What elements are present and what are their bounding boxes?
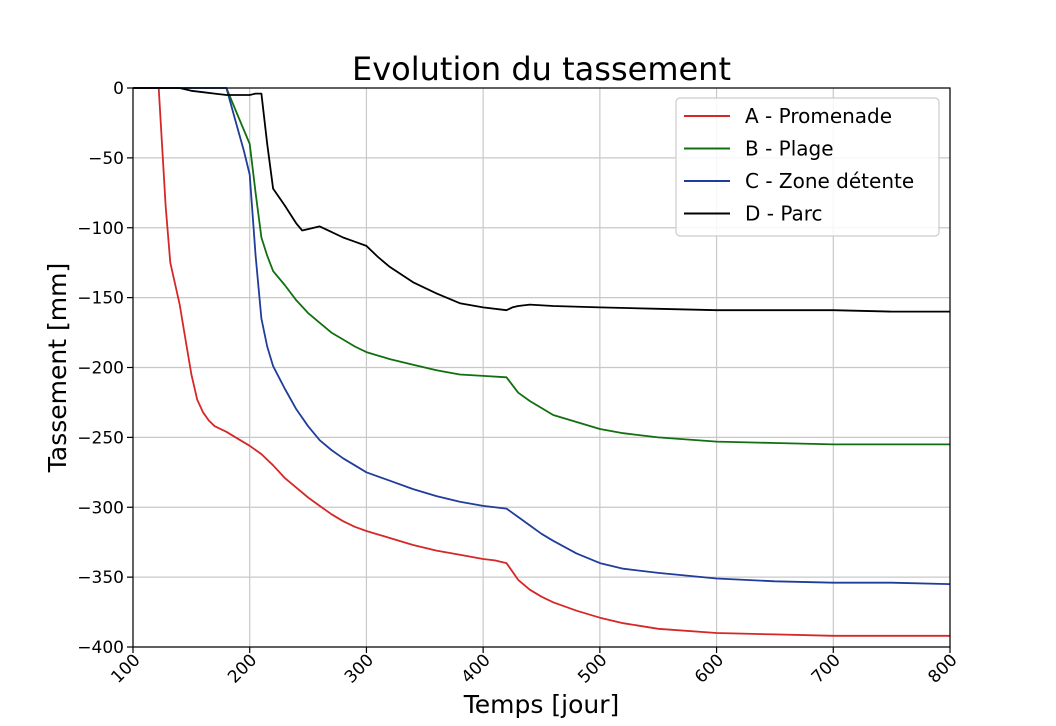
y-axis-label: Tassement [mm]: [43, 263, 72, 473]
y-tick-label: −200: [77, 359, 124, 379]
x-tick-label: 600: [691, 650, 728, 687]
ticks-layer: 100 200 300 400 500 600 700 8000−50−100−150−200…: [77, 79, 961, 687]
x-axis-label: Temps [jour]: [463, 690, 619, 719]
y-tick-label: −400: [77, 638, 124, 658]
y-tick-label: −150: [77, 289, 124, 309]
legend-label-2: B - Plage: [745, 137, 834, 161]
series-layer: [133, 87, 951, 637]
x-tick-label: 700: [808, 650, 845, 687]
legend-label-1: A - Promenade: [745, 104, 892, 128]
series-line-1: [133, 87, 950, 637]
chart-title: Evolution du tassement: [352, 50, 731, 88]
x-tick-label: 400: [458, 650, 495, 687]
y-tick-label: −300: [77, 498, 124, 518]
y-tick-label: −350: [77, 568, 124, 588]
x-tick-label: 300: [341, 650, 378, 687]
y-tick-label: 0: [113, 79, 124, 99]
legend-box: [675, 97, 940, 237]
x-tick-label: 500: [574, 650, 611, 687]
legend-label-3: C - Zone détente: [745, 169, 914, 193]
series-line-2: [133, 87, 950, 446]
series-line-4: [133, 87, 950, 313]
legend-label-4: D - Parc: [745, 202, 823, 226]
y-tick-label: −50: [88, 149, 124, 169]
y-tick-label: −250: [77, 428, 124, 448]
y-tick-label: −100: [77, 219, 124, 239]
x-tick-label: 200: [224, 650, 261, 687]
legend: A - Promenade B - Plage C - Zone détente D …: [675, 97, 940, 237]
series-line-3: [133, 87, 951, 585]
x-tick-label: 800: [924, 650, 961, 687]
